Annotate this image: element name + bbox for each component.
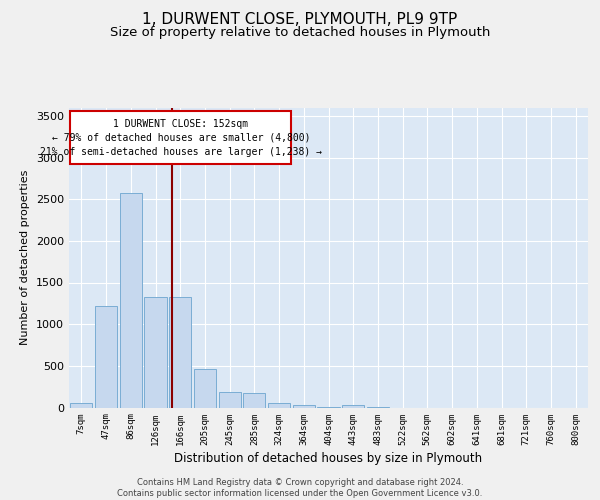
Bar — [169, 296, 191, 408]
Bar — [268, 402, 290, 407]
Bar — [243, 394, 265, 407]
Bar — [317, 406, 340, 408]
Text: Contains HM Land Registry data © Crown copyright and database right 2024.
Contai: Contains HM Land Registry data © Crown c… — [118, 478, 482, 498]
Bar — [95, 306, 117, 408]
Text: Size of property relative to detached houses in Plymouth: Size of property relative to detached ho… — [110, 26, 490, 39]
Bar — [119, 192, 142, 408]
Bar — [218, 392, 241, 407]
Bar — [342, 405, 364, 407]
X-axis label: Distribution of detached houses by size in Plymouth: Distribution of detached houses by size … — [175, 452, 482, 464]
FancyBboxPatch shape — [70, 111, 292, 164]
Y-axis label: Number of detached properties: Number of detached properties — [20, 170, 31, 345]
Text: 1, DURWENT CLOSE, PLYMOUTH, PL9 9TP: 1, DURWENT CLOSE, PLYMOUTH, PL9 9TP — [142, 12, 458, 28]
Bar — [367, 406, 389, 408]
Bar — [145, 296, 167, 408]
Bar — [194, 369, 216, 408]
Bar — [70, 404, 92, 407]
Text: 1 DURWENT CLOSE: 152sqm
← 79% of detached houses are smaller (4,800)
21% of semi: 1 DURWENT CLOSE: 152sqm ← 79% of detache… — [40, 118, 322, 156]
Bar — [293, 404, 315, 407]
